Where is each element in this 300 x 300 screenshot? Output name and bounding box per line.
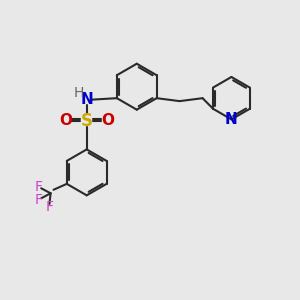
- Text: O: O: [59, 113, 72, 128]
- Text: F: F: [34, 180, 42, 194]
- Text: F: F: [45, 200, 53, 214]
- Text: O: O: [101, 113, 114, 128]
- Text: S: S: [81, 112, 93, 130]
- Text: H: H: [73, 86, 84, 100]
- Text: N: N: [80, 92, 93, 107]
- Text: N: N: [225, 112, 238, 127]
- Text: F: F: [34, 193, 42, 207]
